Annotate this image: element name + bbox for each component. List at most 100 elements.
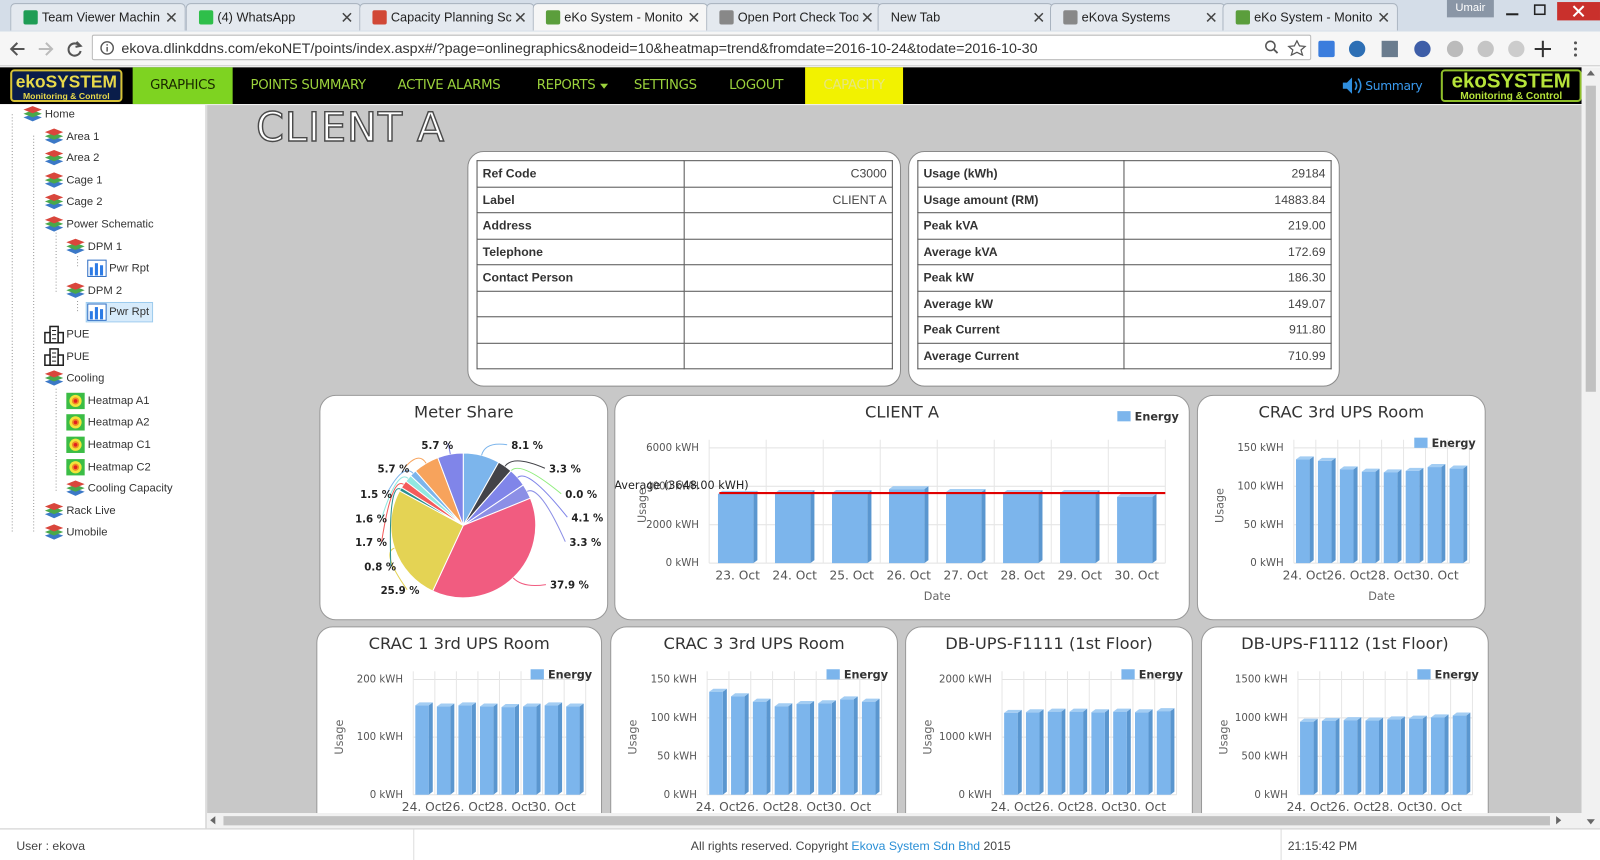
x-tick-label: 30. Oct	[1115, 568, 1160, 582]
tree-item[interactable]: PUE	[44, 325, 93, 343]
tree-item[interactable]: Heatmap C1	[65, 436, 154, 454]
leader-line	[389, 488, 401, 567]
bar	[544, 705, 559, 795]
x-tick-label: 28. Oct	[1374, 800, 1419, 813]
nav-item[interactable]: GRAPHICS	[132, 67, 233, 105]
tab-close[interactable]	[1379, 12, 1389, 22]
tab-close[interactable]	[1034, 12, 1044, 22]
browser-tab[interactable]: (4) WhatsApp	[185, 3, 362, 31]
browser-tab[interactable]: eKo System - Monito	[1222, 3, 1398, 31]
nav-item[interactable]: SETTINGS	[633, 77, 697, 93]
nav-item[interactable]: ACTIVE ALARMS	[397, 77, 501, 93]
bar-side	[875, 698, 880, 795]
tree-item[interactable]: DPM 1	[65, 237, 125, 255]
y-tick-label: 0 kWH	[1254, 790, 1287, 801]
y-tick-label: 1500 kWH	[1235, 675, 1288, 686]
x-axis-label: Date	[924, 590, 951, 603]
tree-label: DPM 1	[87, 240, 123, 253]
extension-icons[interactable]	[1314, 37, 1579, 61]
bar-top	[840, 696, 858, 700]
info-text: 186.30	[1288, 270, 1326, 285]
tree-item[interactable]: Rack Live	[44, 502, 119, 520]
x-tick-label: 24. Oct	[1283, 568, 1328, 582]
url-box[interactable]: ekova.dlinkddns.com/ekoNET/points/index.…	[91, 34, 1312, 61]
info-row: Contact Person	[476, 264, 893, 292]
browser-tab[interactable]: Team Viewer Machin	[10, 3, 186, 31]
caret	[599, 83, 609, 89]
info-value: C3000	[683, 160, 893, 188]
chart-card: CLIENT A 0 kWH 2000 kWH 4000 kWH 6000 kWH Ene…	[614, 394, 1190, 621]
tree-item[interactable]: Heatmap C2	[65, 458, 154, 476]
company-link[interactable]: Ekova System Sdn Bhd	[851, 838, 981, 853]
browser-tab[interactable]: Open Port Check Too	[706, 3, 882, 31]
info-label: Usage amount (RM)	[923, 192, 1039, 207]
nav-buttons[interactable]	[6, 38, 88, 60]
vertical-scrollbar[interactable]	[1581, 67, 1600, 829]
tree-item[interactable]: Cage 1	[44, 171, 106, 189]
nav-item[interactable]: POINTS SUMMARY	[250, 77, 367, 93]
bar-top	[1409, 715, 1427, 719]
tree-item[interactable]: Cooling	[44, 370, 108, 388]
bar	[1409, 718, 1423, 795]
icon	[66, 393, 84, 409]
info-value: 911.80	[1123, 316, 1332, 344]
y-tick-label: 50 kWH	[657, 751, 697, 762]
info-value	[683, 264, 893, 292]
bar	[1361, 471, 1376, 564]
tree-item[interactable]: Area 1	[44, 127, 103, 145]
tree-item[interactable]: Power Schematic	[44, 215, 157, 233]
bar-top	[1427, 464, 1446, 468]
tree-item[interactable]: Home	[22, 105, 77, 123]
tree-item[interactable]: DPM 2	[65, 281, 125, 299]
info-text: 219.00	[1288, 218, 1326, 233]
speaker-icon	[1342, 77, 1362, 94]
tree-item[interactable]: Pwr Rpt	[87, 259, 152, 277]
tree-item[interactable]: Heatmap A1	[65, 392, 152, 410]
horizontal-scrollbar[interactable]	[207, 813, 1582, 829]
info-text: 710.99	[1288, 348, 1326, 363]
info-row: Average kVA 172.69	[917, 238, 1332, 266]
info-key: Peak kW	[917, 264, 1125, 292]
tab-close[interactable]	[166, 12, 177, 22]
tree-icon	[44, 193, 64, 211]
footer-copyright: All rights reserved. Copyright Ekova Sys…	[691, 839, 1011, 853]
x-tick-label: 26. Oct	[1034, 800, 1079, 813]
leader-line	[481, 443, 508, 456]
logo-subtitle: Monitoring & Control	[1460, 90, 1563, 103]
tree-item[interactable]: Heatmap A2	[65, 414, 152, 432]
info-row: Usage (kWh) 29184	[917, 160, 1332, 188]
nav-item[interactable]: CAPACITY	[805, 67, 904, 105]
y-tick-label: 6000 kWH	[646, 443, 699, 454]
window-controls[interactable]	[1498, 2, 1600, 22]
tab-close[interactable]	[689, 12, 699, 22]
browser-tab[interactable]: New Tab	[877, 3, 1054, 31]
tree-item[interactable]: Umobile	[44, 524, 111, 542]
zoom-star-icons[interactable]	[1264, 39, 1307, 57]
chart-card: DB-UPS-F1112 (1st Floor) 0 kWH 500 kWH 1000…	[1201, 626, 1489, 814]
bar-side	[514, 704, 519, 795]
tree-item[interactable]: Pwr Rpt	[85, 302, 154, 323]
bar	[1113, 711, 1127, 795]
tab-close[interactable]	[1206, 12, 1216, 22]
tab-icon	[1063, 10, 1078, 25]
tab-close[interactable]	[862, 12, 872, 22]
tab-close[interactable]	[515, 12, 526, 22]
bar-top	[1405, 467, 1424, 471]
nav-item[interactable]: REPORTS	[536, 77, 596, 93]
browser-tab[interactable]: eKova Systems	[1049, 3, 1226, 31]
browser-tab[interactable]: Capacity Planning Sc	[359, 3, 535, 31]
tree-item[interactable]: Cooling Capacity	[65, 480, 175, 498]
nav-item[interactable]: LOGOUT	[729, 77, 784, 93]
tree-item[interactable]: Cage 2	[44, 193, 106, 211]
tree-item[interactable]: PUE	[44, 347, 93, 365]
legend-label: Energy	[1435, 668, 1480, 681]
info-row: Peak kW 186.30	[917, 264, 1332, 292]
y-axis-label: Usage	[636, 488, 649, 523]
info-row: Ref Code C3000	[476, 160, 893, 188]
tab-close[interactable]	[342, 12, 352, 22]
browser-tab[interactable]: eKo System - Monito	[532, 3, 709, 31]
summary-link[interactable]: Summary	[1365, 78, 1423, 93]
tree-item[interactable]: Area 2	[44, 149, 103, 167]
bar-side	[1152, 493, 1157, 564]
profile-badge[interactable]: Umair	[1446, 0, 1494, 18]
